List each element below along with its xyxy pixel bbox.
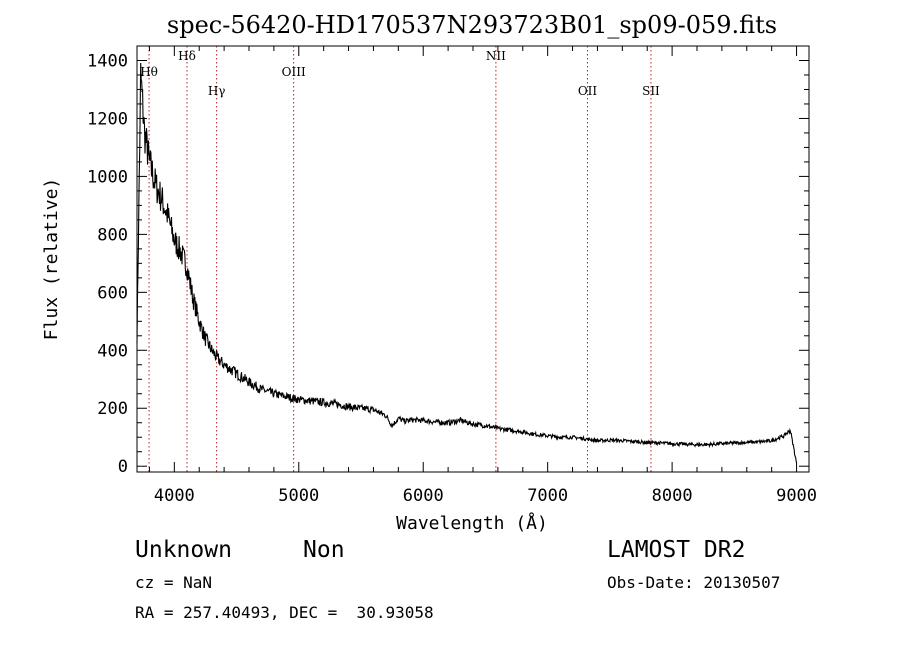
x-tick-label: 7000 (527, 486, 568, 506)
marker-label: Hθ (140, 65, 158, 79)
marker-label: Hγ (208, 84, 226, 98)
x-tick-label: 4000 (154, 486, 195, 506)
spectral-subclass: Non (303, 537, 345, 563)
y-tick-label: 0 (118, 457, 128, 477)
marker-label: NII (486, 49, 506, 63)
x-tick-label: 9000 (776, 486, 817, 506)
x-tick-label: 8000 (652, 486, 693, 506)
redshift-cz: cz = NaN (135, 573, 213, 592)
y-tick-label: 200 (97, 399, 128, 419)
y-tick-label: 1200 (87, 109, 128, 129)
plot-frame (136, 45, 810, 473)
marker-label: OII (578, 84, 598, 98)
marker-label: OIII (282, 65, 306, 79)
chart-title: spec-56420-HD170537N293723B01_sp09-059.f… (167, 11, 777, 39)
x-tick-label: 5000 (278, 486, 319, 506)
observation-date: Obs-Date: 20130507 (607, 573, 781, 592)
y-tick-label: 1400 (87, 51, 128, 71)
x-axis-label: Wavelength (Å) (396, 512, 548, 534)
y-tick-label: 400 (97, 341, 128, 361)
y-tick-label: 800 (97, 225, 128, 245)
x-tick-label: 6000 (403, 486, 444, 506)
marker-label: SII (642, 84, 660, 98)
marker-label: Hδ (178, 49, 196, 63)
y-tick-label: 600 (97, 283, 128, 303)
spectral-class: Unknown (135, 537, 232, 563)
survey-name: LAMOST DR2 (607, 537, 746, 563)
spectrum-line (136, 62, 798, 464)
y-tick-label: 1000 (87, 167, 128, 187)
coordinates: RA = 257.40493, DEC = 30.93058 (135, 603, 434, 622)
y-axis-label: Flux (relative) (41, 178, 62, 341)
